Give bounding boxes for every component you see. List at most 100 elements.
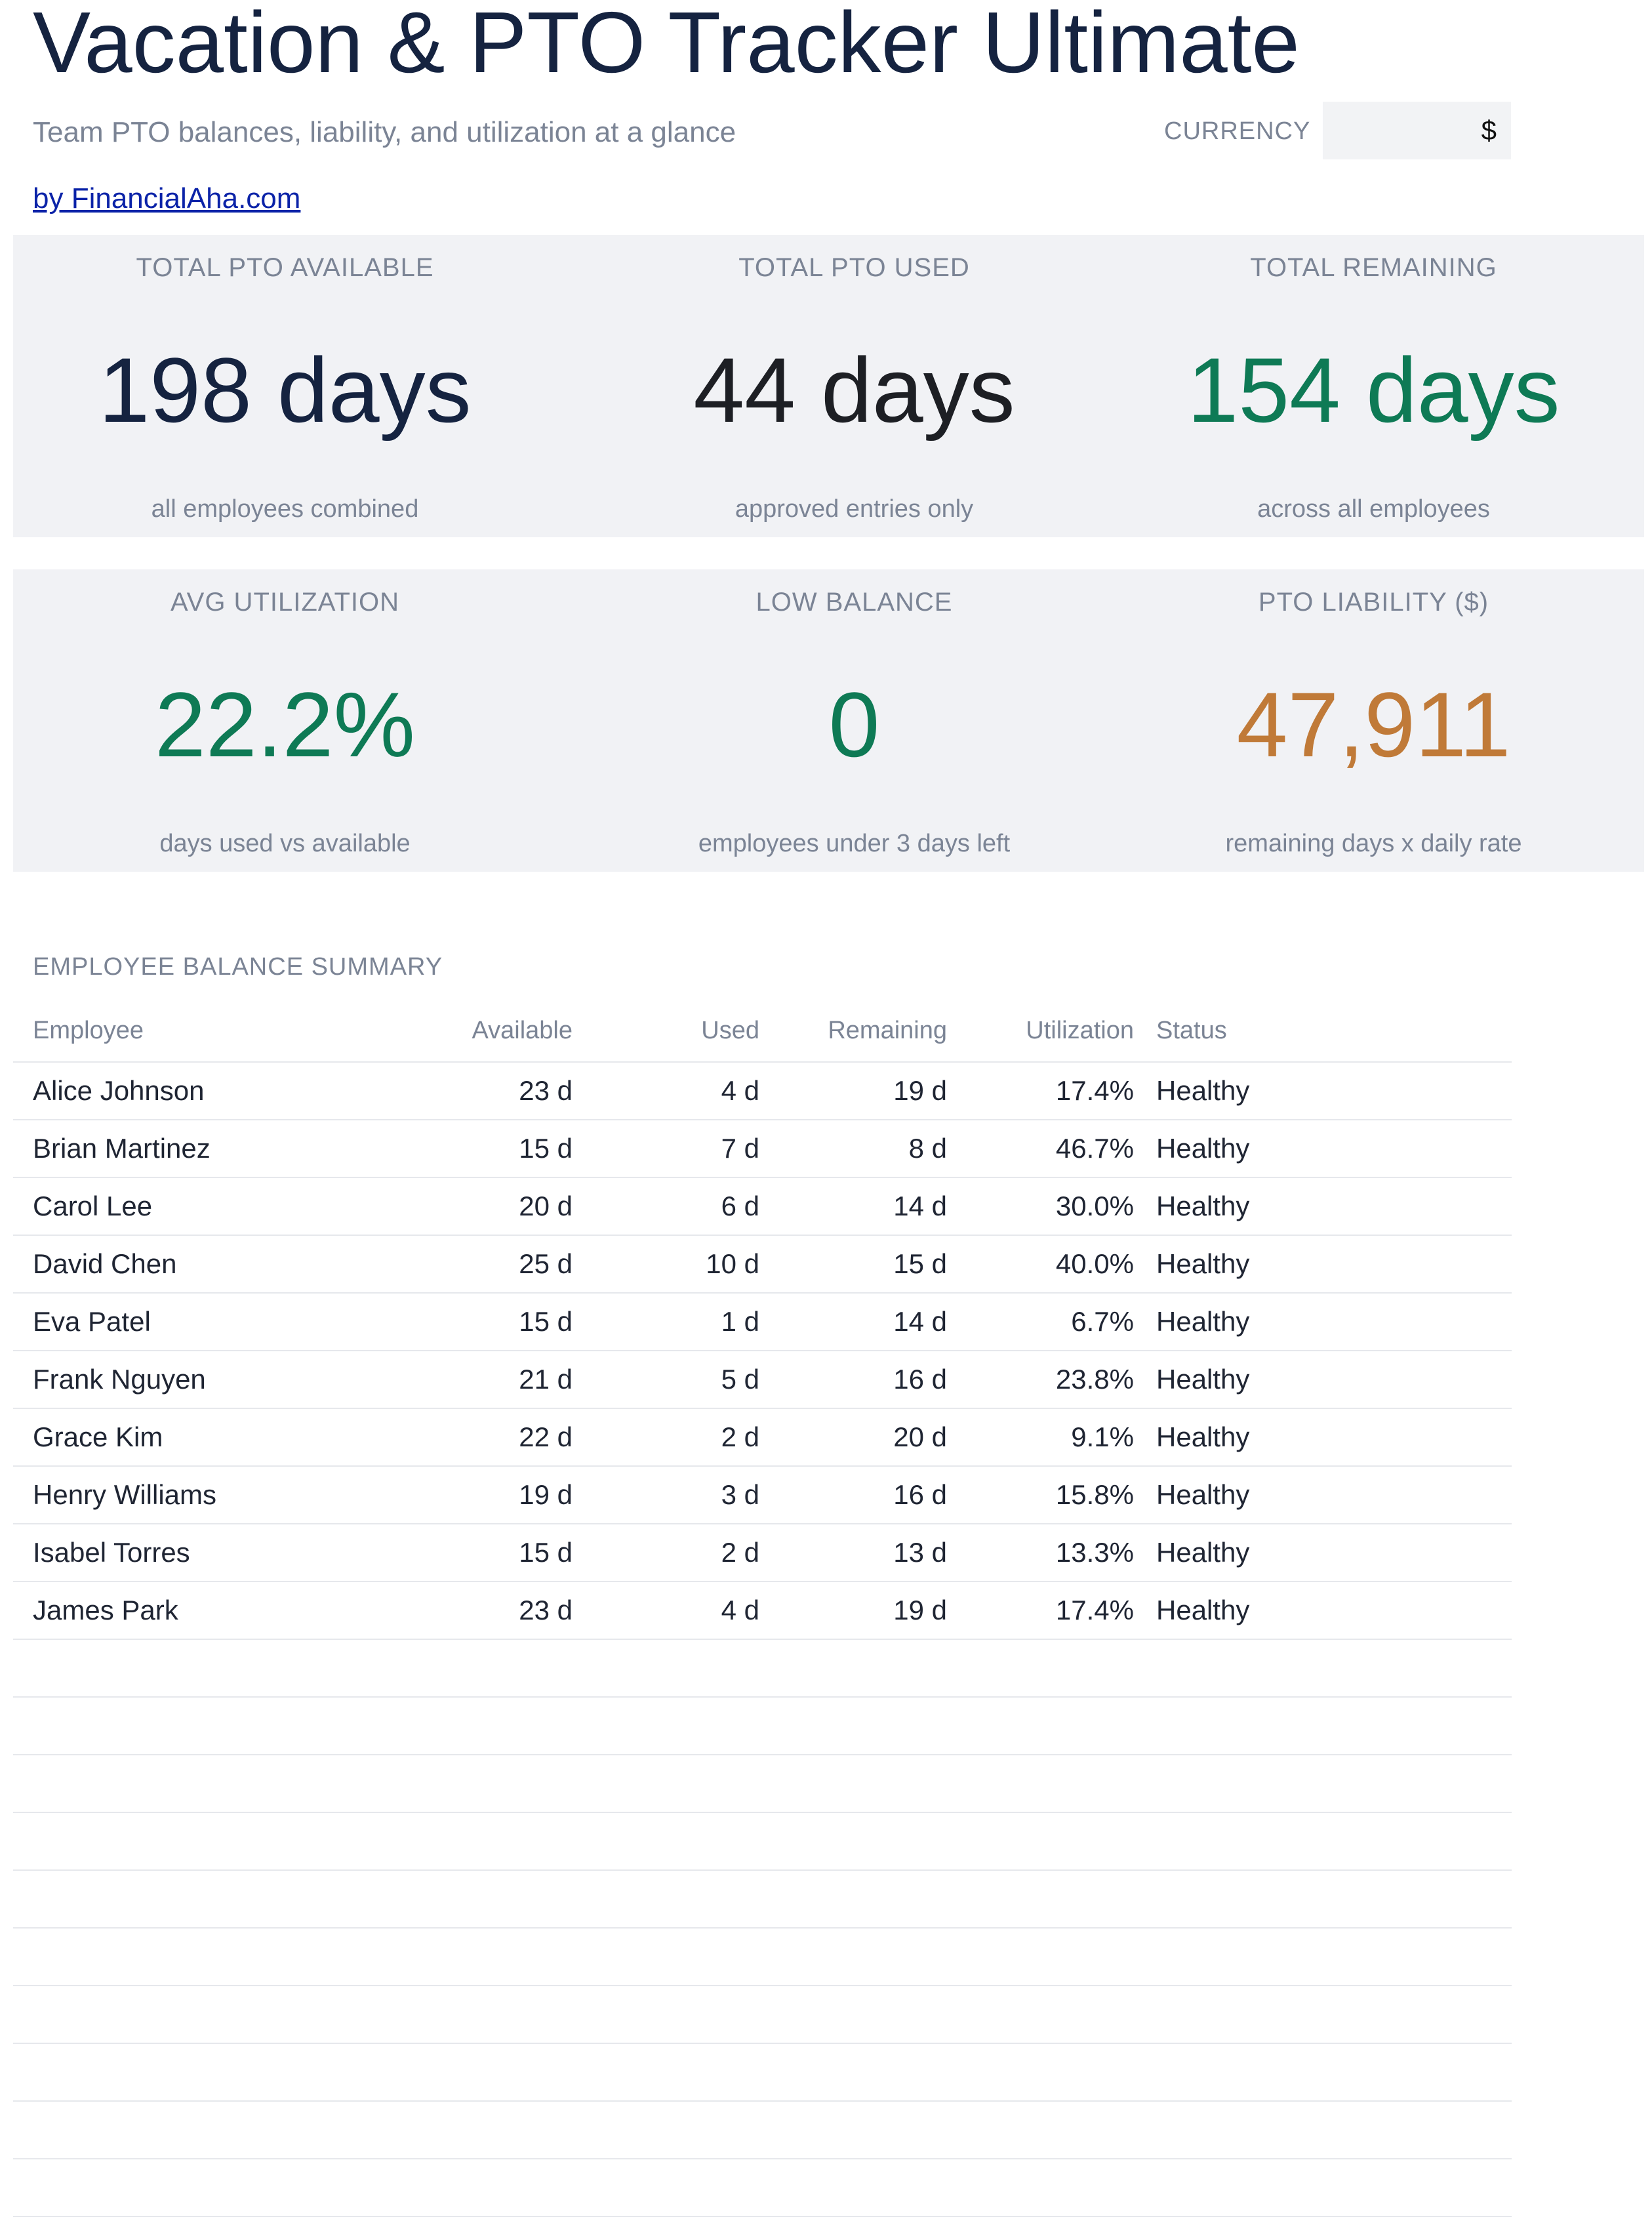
available-days: 22 d: [519, 1421, 573, 1452]
employee-name: Alice Johnson: [33, 1075, 205, 1106]
remaining-days: 19 d: [893, 1595, 947, 1625]
table-row[interactable]: James Park 23 d 4 d 19 d 17.4% Healthy: [13, 1582, 1512, 1640]
available-days: 21 d: [519, 1364, 573, 1395]
utilization-percent: 6.7%: [1071, 1306, 1134, 1337]
table-row[interactable]: Eva Patel 15 d 1 d 14 d 6.7% Healthy: [13, 1294, 1512, 1351]
employee-balance-table: Employee Available Used Remaining Utiliz…: [13, 1005, 1512, 2217]
employee-name: Carol Lee: [33, 1191, 153, 1221]
used-days: 5 d: [721, 1364, 759, 1395]
kpi-value: 44 days: [693, 338, 1015, 441]
column-header-utilization[interactable]: Utilization: [1026, 1017, 1134, 1044]
employee-name: Brian Martinez: [33, 1133, 211, 1164]
kpi-note: all employees combined: [151, 495, 419, 523]
employee-name: David Chen: [33, 1248, 177, 1279]
table-row[interactable]: [13, 2102, 1512, 2159]
remaining-days: 19 d: [893, 1075, 947, 1106]
utilization-percent: 13.3%: [1055, 1537, 1134, 1568]
used-days: 4 d: [721, 1595, 759, 1625]
table-row[interactable]: Alice Johnson 23 d 4 d 19 d 17.4% Healthy: [13, 1063, 1512, 1120]
employee-name: Isabel Torres: [33, 1537, 190, 1568]
status-text: Healthy: [1156, 1133, 1250, 1164]
utilization-percent: 23.8%: [1055, 1364, 1134, 1395]
table-row[interactable]: Isabel Torres 15 d 2 d 13 d 13.3% Healthy: [13, 1524, 1512, 1582]
kpi-value: 154 days: [1187, 338, 1560, 441]
status-text: Healthy: [1156, 1364, 1250, 1395]
employee-name: Frank Nguyen: [33, 1364, 206, 1395]
utilization-percent: 17.4%: [1055, 1075, 1134, 1106]
table-row[interactable]: David Chen 25 d 10 d 15 d 40.0% Healthy: [13, 1236, 1512, 1294]
remaining-days: 15 d: [893, 1248, 947, 1279]
status-text: Healthy: [1156, 1479, 1250, 1510]
employee-name: Grace Kim: [33, 1421, 163, 1452]
utilization-percent: 15.8%: [1055, 1479, 1134, 1510]
page-title: Vacation & PTO Tracker Ultimate: [33, 0, 1300, 91]
status-text: Healthy: [1156, 1595, 1250, 1625]
currency-label: CURRENCY: [1164, 117, 1311, 145]
table-row[interactable]: [13, 1986, 1512, 2044]
table-row[interactable]: [13, 2044, 1512, 2102]
kpi-total-remaining: TOTAL REMAINING 154 days across all empl…: [1102, 235, 1645, 537]
table-row[interactable]: Grace Kim 22 d 2 d 20 d 9.1% Healthy: [13, 1409, 1512, 1467]
used-days: 4 d: [721, 1075, 759, 1106]
currency-input[interactable]: $: [1323, 102, 1511, 159]
status-text: Healthy: [1156, 1191, 1250, 1221]
section-title: EMPLOYEE BALANCE SUMMARY: [33, 953, 443, 981]
available-days: 15 d: [519, 1306, 573, 1337]
kpi-note: across all employees: [1257, 495, 1490, 523]
status-text: Healthy: [1156, 1248, 1250, 1279]
used-days: 6 d: [721, 1191, 759, 1221]
kpi-label: AVG UTILIZATION: [170, 588, 400, 617]
column-header-remaining[interactable]: Remaining: [828, 1017, 947, 1044]
table-row[interactable]: Frank Nguyen 21 d 5 d 16 d 23.8% Healthy: [13, 1351, 1512, 1409]
kpi-panel-metrics: AVG UTILIZATION 22.2% days used vs avail…: [13, 569, 1644, 872]
kpi-note: remaining days x daily rate: [1225, 830, 1522, 857]
kpi-value: 47,911: [1236, 673, 1511, 776]
table-row[interactable]: [13, 1813, 1512, 1871]
kpi-value: 22.2%: [155, 673, 415, 776]
table-row[interactable]: [13, 1929, 1512, 1986]
kpi-label: LOW BALANCE: [755, 588, 953, 617]
available-days: 23 d: [519, 1075, 573, 1106]
table-row[interactable]: [13, 1640, 1512, 1698]
table-row[interactable]: [13, 1871, 1512, 1929]
available-days: 25 d: [519, 1248, 573, 1279]
table-row[interactable]: Carol Lee 20 d 6 d 14 d 30.0% Healthy: [13, 1178, 1512, 1236]
kpi-note: approved entries only: [735, 495, 974, 523]
status-text: Healthy: [1156, 1306, 1250, 1337]
remaining-days: 16 d: [893, 1479, 947, 1510]
utilization-percent: 46.7%: [1055, 1133, 1134, 1164]
kpi-label: TOTAL REMAINING: [1250, 253, 1497, 282]
kpi-total-available: TOTAL PTO AVAILABLE 198 days all employe…: [13, 235, 557, 537]
page-subtitle: Team PTO balances, liability, and utiliz…: [33, 116, 736, 148]
table-row[interactable]: Brian Martinez 15 d 7 d 8 d 46.7% Healthy: [13, 1120, 1512, 1178]
available-days: 23 d: [519, 1595, 573, 1625]
remaining-days: 14 d: [893, 1191, 947, 1221]
kpi-panel-totals: TOTAL PTO AVAILABLE 198 days all employe…: [13, 235, 1644, 537]
column-header-status[interactable]: Status: [1156, 1017, 1227, 1044]
kpi-note: days used vs available: [159, 830, 411, 857]
byline-link[interactable]: by FinancialAha.com: [33, 182, 301, 214]
kpi-label: TOTAL PTO USED: [738, 253, 970, 282]
column-header-available[interactable]: Available: [472, 1017, 573, 1044]
kpi-value: 0: [828, 673, 880, 776]
utilization-percent: 9.1%: [1071, 1421, 1134, 1452]
employee-name: Eva Patel: [33, 1306, 151, 1337]
used-days: 2 d: [721, 1537, 759, 1568]
kpi-avg-utilization: AVG UTILIZATION 22.2% days used vs avail…: [13, 569, 557, 872]
used-days: 7 d: [721, 1133, 759, 1164]
table-row[interactable]: [13, 2159, 1512, 2217]
table-header-row: Employee Available Used Remaining Utiliz…: [13, 1005, 1512, 1063]
column-header-employee[interactable]: Employee: [33, 1017, 144, 1044]
status-text: Healthy: [1156, 1075, 1250, 1106]
table-row[interactable]: [13, 1698, 1512, 1755]
kpi-total-used: TOTAL PTO USED 44 days approved entries …: [582, 235, 1126, 537]
kpi-label: TOTAL PTO AVAILABLE: [136, 253, 434, 282]
utilization-percent: 40.0%: [1055, 1248, 1134, 1279]
used-days: 10 d: [706, 1248, 759, 1279]
table-row[interactable]: [13, 1755, 1512, 1813]
kpi-note: employees under 3 days left: [698, 830, 1011, 857]
used-days: 3 d: [721, 1479, 759, 1510]
table-row[interactable]: Henry Williams 19 d 3 d 16 d 15.8% Healthy: [13, 1467, 1512, 1524]
kpi-label: PTO LIABILITY ($): [1258, 588, 1489, 617]
column-header-used[interactable]: Used: [701, 1017, 759, 1044]
